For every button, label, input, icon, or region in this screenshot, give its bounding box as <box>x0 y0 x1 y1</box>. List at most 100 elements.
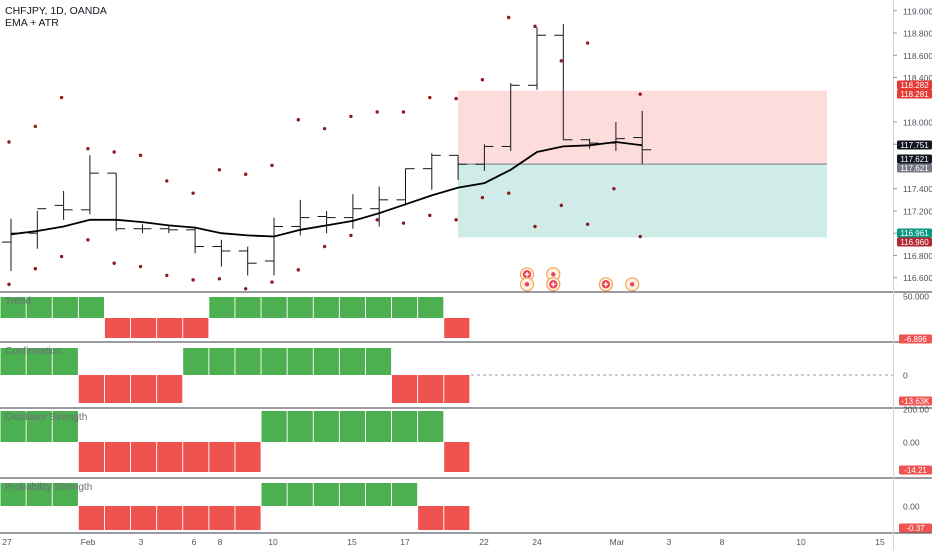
indicator-value-text: -6.896 <box>904 335 927 344</box>
signal-core <box>551 272 556 277</box>
histogram-bar-positive <box>392 297 418 318</box>
indicator-value-text: -13.63K <box>901 397 930 406</box>
indicator-tick-label: 200.00 <box>903 405 929 415</box>
atr-upper-dot <box>454 96 458 101</box>
atr-upper-dot <box>559 59 563 63</box>
atr-lower-dot <box>86 238 90 242</box>
histogram-bar-positive <box>313 411 339 442</box>
histogram-bar-negative <box>418 506 444 530</box>
histogram-bar-negative <box>157 442 183 472</box>
ohlc-bar <box>2 218 20 271</box>
atr-lower-dot <box>244 287 248 291</box>
histogram-bar-negative <box>235 506 261 530</box>
histogram-bar-positive <box>261 411 287 442</box>
atr-lower-dot <box>454 218 458 222</box>
histogram-bar-positive <box>287 411 313 442</box>
histogram-bar-negative <box>444 318 470 338</box>
time-axis[interactable]: 27 Feb 3 6 8 10 15 17 22 24 Mar 3 8 10 15 <box>2 537 885 547</box>
histogram-bar-negative <box>78 442 104 472</box>
histogram-bar-positive <box>418 297 444 318</box>
price-label-bg <box>897 228 932 238</box>
atr-lower-dot <box>480 195 485 200</box>
price-label: 116.960 <box>897 237 932 247</box>
atr-lower-dot <box>270 280 274 284</box>
pane-title: Probability Strength <box>5 482 92 493</box>
price-label-text: 117.751 <box>900 141 929 150</box>
histogram-bar-positive <box>418 411 444 442</box>
histogram-bar-negative <box>104 506 131 530</box>
price-pane[interactable] <box>2 15 652 292</box>
histogram-bar-negative <box>131 506 157 530</box>
time-tick-label: 10 <box>796 537 806 547</box>
indicator-value-label: -14.21 <box>899 465 932 475</box>
histogram-bar-positive <box>0 348 26 375</box>
signal-plus-icon <box>519 267 535 282</box>
histogram-bar-positive <box>78 297 104 318</box>
price-label-text: 118.282 <box>900 81 929 90</box>
ohlc-bar <box>186 226 205 254</box>
atr-lower-dot <box>322 244 327 249</box>
indicator-tick-label: 0.00 <box>903 438 920 448</box>
ohlc-bar <box>554 24 573 141</box>
atr-lower-dot <box>401 221 406 225</box>
histogram-bar-positive <box>313 297 339 318</box>
ohlc-bar <box>633 110 652 165</box>
histogram-bar-negative <box>444 442 470 472</box>
histogram-bar-negative <box>104 318 131 338</box>
histogram-bar-negative <box>183 318 209 338</box>
atr-lower-dot <box>585 222 590 226</box>
price-axis[interactable]: 119.000118.800118.600118.400118.000117.8… <box>893 6 932 533</box>
signal-dot-icon <box>625 277 640 292</box>
time-tick-label: Mar <box>610 537 625 547</box>
histogram-bar-positive <box>261 348 287 375</box>
price-label: 117.751 <box>897 140 932 150</box>
time-tick-label: 8 <box>218 537 223 547</box>
time-tick-label: 17 <box>400 537 410 547</box>
price-label-bg <box>897 140 932 150</box>
price-tick-label: 117.400 <box>903 184 932 194</box>
ohlc-bar <box>528 27 546 90</box>
indicator-value-text: -0.37 <box>906 524 925 533</box>
price-label: 118.281 <box>897 89 932 99</box>
ohlc-bar <box>107 172 126 231</box>
histogram-bar-positive <box>209 348 235 375</box>
histogram-bar-positive <box>183 348 209 375</box>
atr-lower-dot <box>533 224 537 229</box>
atr-lower-dot <box>33 267 37 271</box>
signal-dot-icon <box>519 277 535 292</box>
histogram-bar-negative <box>157 506 183 530</box>
atr-lower-dot <box>638 234 642 239</box>
time-tick-label: 6 <box>192 537 197 547</box>
price-label-bg <box>897 237 932 247</box>
histogram-bar-negative <box>444 375 470 403</box>
time-tick-label: 3 <box>667 537 672 547</box>
indicator-value-label: -13.63K <box>899 396 932 406</box>
price-tick-label: 118.400 <box>903 73 932 83</box>
price-label: 117.621 <box>897 163 932 173</box>
atr-lower-dot <box>191 278 195 282</box>
ohlc-bar <box>370 186 389 227</box>
histogram-bar-positive <box>287 297 313 318</box>
histogram-bar-positive <box>0 483 26 506</box>
time-tick-label: 3 <box>139 537 144 547</box>
pane-title: Oscillator Strength <box>5 412 87 423</box>
signal-plus-icon <box>598 277 614 292</box>
time-tick-label: 22 <box>479 537 489 547</box>
ohlc-bar <box>133 224 152 234</box>
price-label: 116.961 <box>897 228 932 238</box>
histogram-bar-positive <box>0 297 26 318</box>
atr-upper-dot <box>59 95 64 100</box>
signal-core <box>630 282 635 287</box>
histogram-bar-negative <box>235 442 261 472</box>
histogram-bar-negative <box>418 375 444 403</box>
histogram-bar-positive <box>339 348 365 375</box>
ohlc-bar <box>317 210 336 234</box>
time-tick-label: 24 <box>532 537 542 547</box>
price-label-text: 116.961 <box>900 229 929 238</box>
atr-upper-dot <box>296 118 300 122</box>
indicator-panes: Trend Confirmation Oscillator Strength Prob… <box>0 296 893 530</box>
histogram-bar-negative <box>131 442 157 472</box>
atr-upper-dot <box>322 126 327 131</box>
